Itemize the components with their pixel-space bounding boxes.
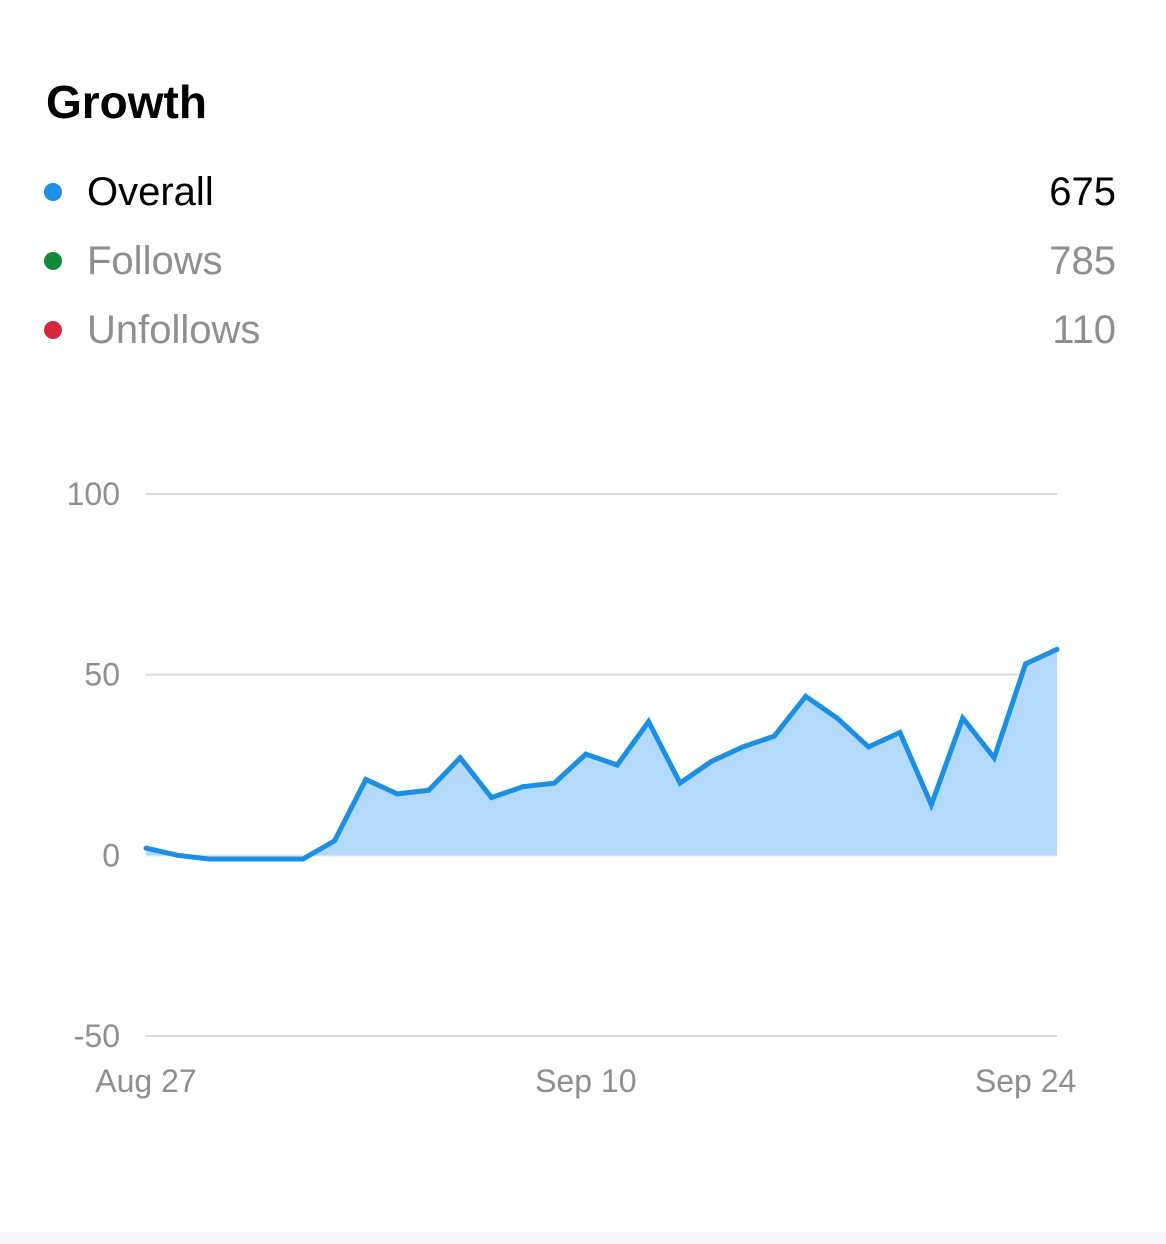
series-area-overall: [146, 649, 1057, 856]
data-point: [331, 838, 337, 844]
data-point: [897, 729, 903, 735]
data-point: [143, 845, 149, 851]
data-point: [708, 758, 714, 764]
data-point: [646, 719, 652, 725]
data-point: [803, 693, 809, 699]
series-line-overall: [145, 647, 1059, 862]
data-point: [1023, 661, 1029, 667]
data-point: [551, 780, 557, 786]
y-tick-label: 100: [67, 476, 120, 512]
data-point: [269, 856, 275, 862]
legend-item-follows[interactable]: Follows 785: [44, 236, 1116, 286]
y-axis-ticks: 100 50 0 -50: [67, 476, 120, 1054]
chart-title: Growth: [46, 76, 207, 128]
legend-dot-overall: [44, 183, 62, 201]
legend-label-overall: Overall: [87, 169, 214, 214]
legend-value-follows: 785: [1049, 238, 1116, 283]
data-point: [677, 780, 683, 786]
legend-value-unfollows: 110: [1052, 307, 1116, 352]
legend-label-follows: Follows: [87, 238, 223, 283]
x-tick-label: Sep 24: [975, 1063, 1076, 1099]
legend-item-overall[interactable]: Overall 675: [44, 167, 1116, 217]
data-point: [583, 751, 589, 757]
data-point: [834, 715, 840, 721]
data-point: [614, 762, 620, 768]
footer-divider: [0, 1232, 1166, 1244]
data-point: [866, 744, 872, 750]
data-point: [174, 852, 180, 858]
data-point: [457, 755, 463, 761]
data-point: [237, 856, 243, 862]
y-tick-label: 0: [102, 837, 120, 873]
data-point: [991, 755, 997, 761]
legend-dot-follows: [44, 252, 62, 270]
line-layer: [143, 646, 1060, 862]
data-point: [206, 856, 212, 862]
y-tick-label: 50: [84, 657, 120, 693]
data-point: [771, 733, 777, 739]
legend-label-unfollows: Unfollows: [87, 307, 261, 352]
data-point: [394, 791, 400, 797]
data-point: [489, 795, 495, 801]
data-point: [363, 776, 369, 782]
data-point: [928, 802, 934, 808]
legend-dot-unfollows: [44, 321, 62, 339]
data-point: [740, 744, 746, 750]
growth-chart[interactable]: 100 50 0 -50 Aug 27 Sep 10 Sep 24: [0, 420, 1166, 1120]
y-tick-label: -50: [74, 1018, 120, 1054]
legend-item-unfollows[interactable]: Unfollows 110: [44, 305, 1116, 355]
x-tick-label: Aug 27: [95, 1063, 196, 1099]
data-point: [960, 715, 966, 721]
x-axis-ticks: Aug 27 Sep 10 Sep 24: [95, 1063, 1076, 1099]
data-point: [300, 856, 306, 862]
data-point: [520, 784, 526, 790]
data-point: [1054, 646, 1060, 652]
x-tick-label: Sep 10: [535, 1063, 636, 1099]
data-point: [426, 787, 432, 793]
legend-value-overall: 675: [1049, 169, 1116, 214]
area-layer: [146, 649, 1057, 856]
